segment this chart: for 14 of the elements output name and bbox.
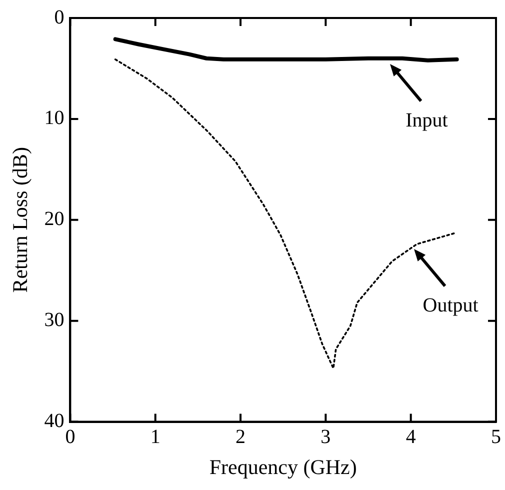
y-tick-label: 30: [44, 309, 64, 332]
y-tick-label: 20: [44, 208, 64, 230]
x-tick-label: 5: [491, 426, 501, 448]
y-tick-label: 0: [54, 6, 64, 28]
x-tick-label: 3: [320, 426, 331, 448]
x-axis-title: Frequency (GHz): [209, 454, 357, 479]
x-tick-label: 1: [150, 426, 160, 448]
annotation: Output: [422, 294, 479, 316]
annotation: Input: [406, 110, 448, 132]
x-tick-label: 2: [236, 426, 246, 448]
x-tick-label: 4: [406, 426, 416, 448]
y-tick-label: 10: [44, 107, 64, 130]
y-axis-title: Return Loss (dB): [8, 146, 32, 293]
y-tick-label: 40: [44, 410, 64, 432]
